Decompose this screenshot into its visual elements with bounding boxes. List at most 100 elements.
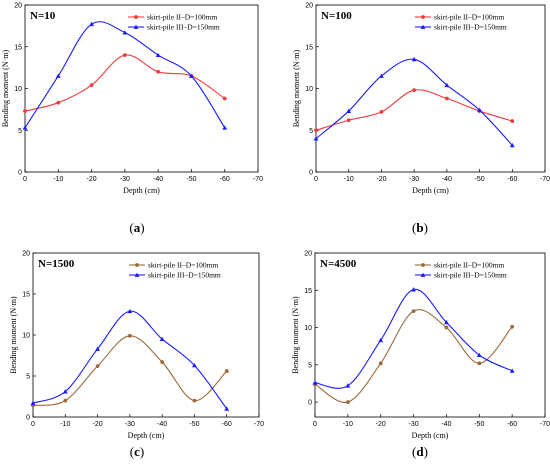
- series-line-2: [24, 21, 226, 129]
- data-point: [509, 368, 515, 373]
- y-tick-label: 0: [26, 415, 30, 422]
- data-point: [346, 108, 352, 113]
- y-tick-label: 20: [22, 251, 30, 258]
- data-point: [30, 400, 36, 405]
- legend-marker: [420, 272, 426, 277]
- plot-frame: [24, 4, 259, 173]
- data-point: [510, 324, 515, 329]
- data-point: [477, 107, 482, 113]
- legend-marker: [421, 263, 425, 267]
- chart-title: N=1500: [38, 258, 75, 270]
- data-point: [346, 118, 351, 123]
- x-tick-label: -40: [153, 176, 163, 183]
- chart-panel-d: 0 -10 -20 -30 -40 -50 -60 -70 0 5 10 15 20 Depth (cm)…: [291, 251, 550, 460]
- panel-caption: (c): [130, 444, 144, 459]
- data-point: [444, 325, 449, 330]
- x-tick-label: -10: [60, 421, 70, 428]
- x-axis-title: Depth (cm): [123, 186, 160, 195]
- x-tick-label: -70: [254, 421, 264, 428]
- series-line-2: [32, 310, 228, 410]
- x-tick-label: -10: [343, 421, 353, 428]
- x-tick-label: -30: [409, 421, 419, 428]
- legend-marker: [134, 15, 138, 19]
- data-point: [22, 125, 28, 130]
- y-tick-label: 10: [14, 86, 22, 93]
- data-point: [62, 389, 68, 394]
- chart-panel-a: 0 -10 -20 -30 -40 -50 -60 -70 0 5 10 15 20 Depth (cm)…: [1, 3, 263, 236]
- data-point: [89, 83, 94, 88]
- x-tick-label: -30: [125, 421, 135, 428]
- x-tick-label: -10: [53, 176, 63, 183]
- legend-marker: [421, 15, 425, 19]
- legend-marker: [420, 24, 426, 29]
- legend-label: skirt-pile II–D=100mm: [434, 261, 504, 270]
- panel-caption: (a): [129, 220, 144, 235]
- legend-label: skirt-pile II–D=100mm: [148, 261, 218, 270]
- x-tick-label: 0: [31, 421, 35, 428]
- legend-label: skirt-pile II–D=100mm: [434, 13, 504, 22]
- y-tick-label: 0: [18, 170, 22, 177]
- x-tick-label: -20: [376, 421, 386, 428]
- y-axis-title: Bending moment (N·m): [1, 50, 10, 128]
- data-point: [476, 352, 482, 358]
- data-point: [314, 128, 318, 133]
- data-point: [95, 346, 100, 351]
- panel-caption: (d): [412, 444, 428, 459]
- chart-title: N=100: [321, 10, 352, 22]
- x-tick-label: -50: [474, 421, 484, 428]
- series-line-1: [314, 309, 513, 403]
- data-point: [192, 398, 197, 403]
- data-point: [224, 406, 230, 411]
- y-axis-title: Bending moment (N·m): [291, 296, 300, 374]
- panel-caption: (b): [412, 220, 428, 235]
- y-tick-label: 15: [305, 44, 313, 51]
- data-point: [411, 56, 417, 62]
- y-tick-label: 5: [309, 128, 313, 135]
- x-tick-label: 0: [314, 176, 318, 183]
- x-tick-label: -40: [441, 421, 451, 428]
- data-point: [378, 337, 384, 343]
- data-point: [122, 53, 127, 57]
- x-tick-label: -20: [87, 176, 97, 183]
- x-tick-label: -70: [540, 176, 550, 183]
- data-point: [95, 364, 100, 369]
- data-point: [411, 287, 416, 292]
- x-tick-label: -50: [189, 421, 199, 428]
- x-tick-label: -20: [376, 176, 386, 183]
- data-point: [160, 360, 165, 364]
- data-point: [313, 136, 319, 141]
- x-tick-label: -30: [409, 176, 419, 183]
- y-tick-label: 20: [304, 251, 312, 258]
- data-point: [444, 319, 449, 325]
- x-tick-label: -60: [507, 421, 517, 428]
- data-point: [23, 109, 27, 113]
- legend-label: skirt-pile III–D=150mm: [147, 23, 220, 32]
- y-tick-label: 15: [304, 288, 312, 295]
- y-tick-label: 10: [22, 333, 30, 340]
- legend-label: skirt-pile II–D=100mm: [147, 13, 217, 22]
- data-point: [89, 21, 94, 27]
- data-point: [222, 96, 227, 101]
- data-point: [63, 398, 68, 403]
- chart-panel-c: 0 -10 -20 -30 -40 -50 -60 -70 0 5 10 15 20 Depth (cm)…: [9, 251, 264, 460]
- data-point: [159, 336, 165, 342]
- chart-panel-b: 0 -10 -20 -30 -40 -50 -60 -70 0 5 10 15 20 Depth (cm)…: [292, 3, 550, 236]
- x-axis-title: Depth (cm): [412, 186, 449, 195]
- legend-label: skirt-pile III–D=150mm: [434, 23, 507, 32]
- data-point: [55, 73, 61, 78]
- legend-marker: [135, 263, 139, 267]
- y-tick-label: 20: [14, 3, 22, 10]
- legend-marker: [133, 24, 139, 29]
- y-tick-label: 0: [308, 400, 312, 407]
- data-point: [444, 96, 449, 101]
- x-axis-title: Depth (cm): [412, 431, 449, 440]
- x-tick-label: -70: [253, 176, 263, 183]
- data-point: [312, 380, 318, 385]
- x-tick-label: -10: [344, 176, 354, 183]
- data-point: [56, 100, 61, 105]
- data-point: [156, 69, 161, 74]
- chart-title: N=4500: [320, 258, 357, 270]
- y-tick-label: 20: [305, 3, 313, 10]
- x-tick-label: -40: [157, 421, 167, 428]
